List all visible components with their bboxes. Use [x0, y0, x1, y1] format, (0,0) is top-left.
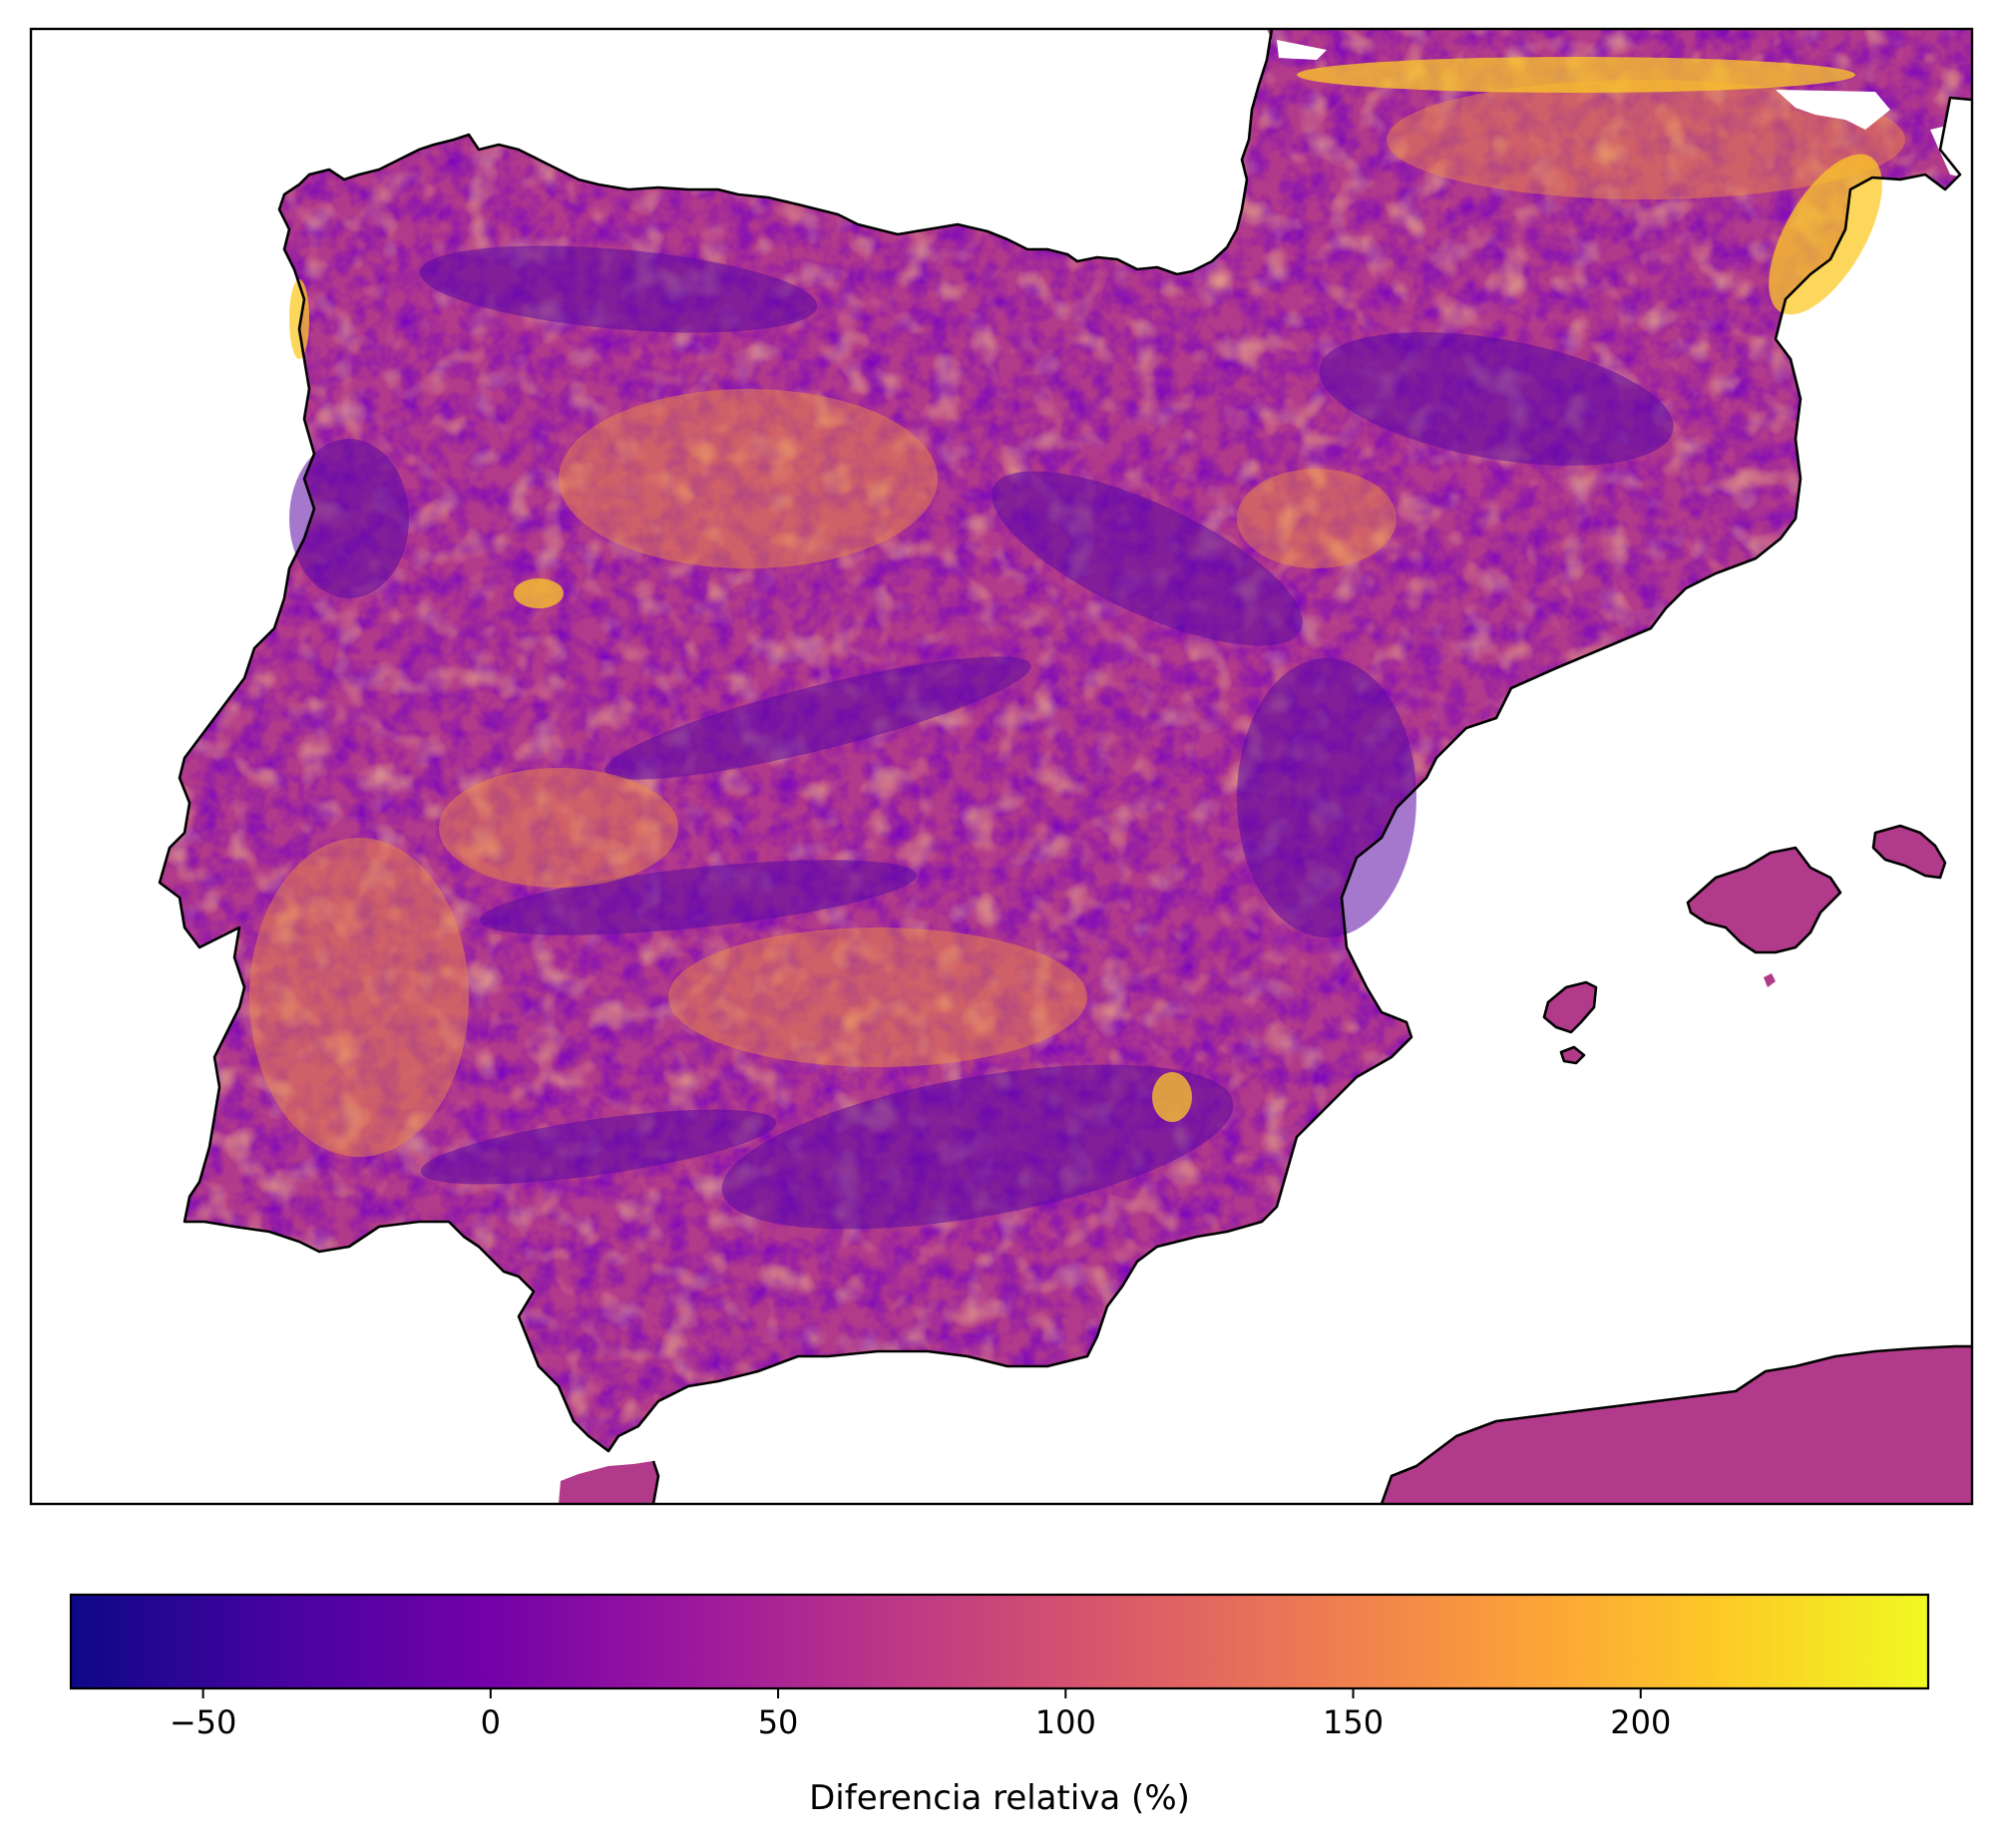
mallorca-coastline	[1686, 846, 1842, 954]
cabrera-island	[1764, 973, 1776, 987]
toledo-low-band	[480, 860, 917, 935]
ibiza-coastline	[1542, 980, 1598, 1034]
ebro-high-region	[1237, 469, 1397, 568]
colorbar-ticks: −50 0 50 100 150 200	[170, 1688, 1671, 1741]
map-frame	[29, 27, 1974, 1506]
south-france-high-region	[1387, 80, 1905, 199]
alps-missing-data-patch	[1776, 90, 1890, 130]
morocco-tip-landmass	[559, 1461, 658, 1504]
galicia-coast-bright-spot	[289, 279, 309, 359]
colorbar-label: Diferencia relativa (%)	[809, 1778, 1190, 1818]
colorbar-tick-label: 150	[1323, 1703, 1384, 1741]
colorbar-tick-label: 50	[758, 1703, 799, 1741]
cantabrian-low-band	[419, 245, 818, 333]
north-africa-coastline	[1380, 1344, 1972, 1504]
colorbar-tick-label: 200	[1610, 1703, 1671, 1741]
pyrenees-low-band	[1319, 332, 1674, 466]
betic-low-band	[721, 1064, 1234, 1230]
colorbar-tick-label: 100	[1035, 1703, 1096, 1741]
iberia-coastline	[158, 29, 1972, 1453]
france-coast-bright-strip	[1297, 57, 1855, 93]
east-low-region	[1237, 658, 1416, 937]
alentejo-high-region	[249, 838, 469, 1157]
central-system-low-band	[604, 656, 1031, 780]
pyrenees-bright-strip	[1769, 154, 1882, 315]
galicia-low-region	[289, 439, 409, 598]
colorbar-tick-label: 0	[481, 1703, 501, 1741]
north-africa-landmass	[1382, 1346, 1972, 1504]
east-missing-data-patch	[1930, 120, 1972, 180]
colorbar-tick-label: −50	[170, 1703, 237, 1741]
colorbar: −50 0 50 100 150 200 Diferencia relativa (%)	[69, 1593, 1930, 1818]
map-panel	[31, 29, 1972, 1504]
iberian-system-low-band	[992, 471, 1303, 646]
duero-bright-spot	[514, 578, 564, 608]
menorca-coastline	[1871, 824, 1947, 880]
duero-high-region	[559, 389, 938, 568]
morocco-tip-coastline	[651, 1460, 660, 1504]
la-mancha-high-region	[668, 927, 1087, 1067]
sierra-morena-low-band	[420, 1109, 777, 1185]
coastlines	[158, 29, 1972, 1504]
france-coast-missing-data-patch	[1277, 40, 1327, 60]
colorbar-gradient	[69, 1593, 1930, 1690]
relative-difference-raster	[160, 29, 1972, 1451]
menorca-island	[1873, 826, 1945, 878]
murcia-bright-spot	[1152, 1072, 1192, 1122]
extremadura-high-region	[439, 768, 678, 888]
formentera-coastline	[1559, 1045, 1586, 1065]
